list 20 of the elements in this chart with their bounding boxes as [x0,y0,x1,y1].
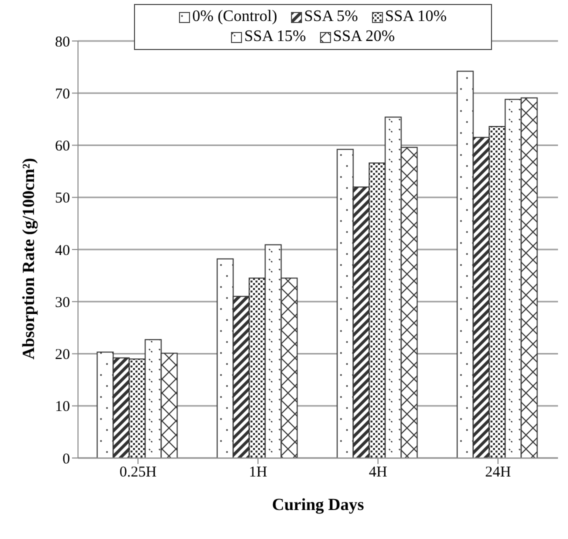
y-tick-label: 10 [55,399,70,416]
y-tick-label: 30 [55,294,70,311]
legend-label: 0% (Control) [191,7,278,27]
y-tick-label: 70 [55,86,70,102]
legend-label: SSA 10% [384,7,447,27]
x-axis-title: Curing Days [272,495,364,514]
y-tick-label: 20 [55,347,70,364]
y-tick-label: 50 [55,190,70,207]
x-tick-label: 1H [248,464,268,481]
y-tick-label: 80 [55,34,70,50]
x-tick-label: 24H [485,464,512,481]
y-tick-label: 60 [55,138,70,155]
y-tick-label: 40 [55,242,70,259]
legend-label: SSA 15% [243,27,306,47]
x-tick-label: 4H [368,464,388,481]
y-tick-label: 0 [62,451,70,468]
legend-label: SSA 20% [332,27,395,47]
x-tick-label: 0.25H [119,464,157,481]
legend-label: SSA 5% [303,7,358,27]
y-axis-title: Absorption Rate (g/100cm²) [19,158,38,360]
